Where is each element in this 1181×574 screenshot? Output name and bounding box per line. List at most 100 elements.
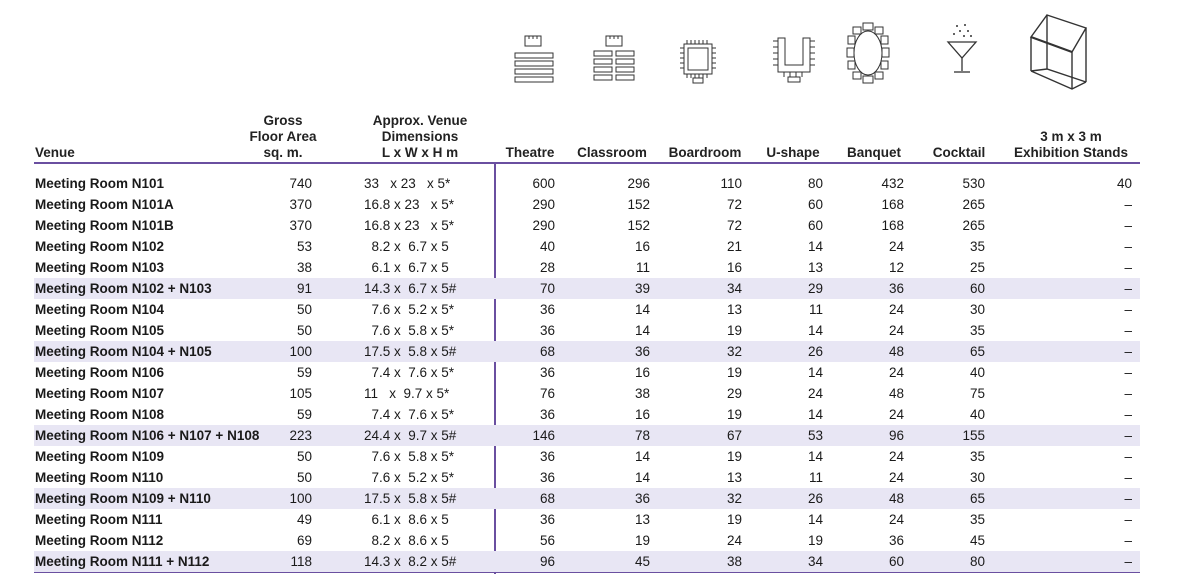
theatre-capacity: 36 — [539, 407, 555, 422]
gross-floor-area: 370 — [289, 197, 312, 212]
venue-name: Meeting Room N108 — [35, 407, 165, 422]
theatre-capacity: 96 — [539, 554, 555, 569]
boardroom-layout-icon — [680, 40, 716, 84]
classroom-capacity: 36 — [634, 344, 650, 359]
classroom-capacity: 19 — [634, 533, 650, 548]
cocktail-capacity: 35 — [969, 239, 985, 254]
dimensions: 11 x 9.7 x 5* — [364, 386, 450, 401]
header-rule — [34, 162, 1140, 164]
table-row: Meeting Room N107 105 11 x 9.7 x 5* 76 38 29 2… — [34, 383, 1140, 404]
header-classroom: Classroom — [577, 145, 647, 160]
boardroom-capacity: 13 — [726, 470, 742, 485]
cocktail-capacity: 35 — [969, 449, 985, 464]
boardroom-capacity: 24 — [726, 533, 742, 548]
exhibition-stands: – — [1124, 470, 1132, 485]
banquet-capacity: 36 — [888, 533, 904, 548]
theatre-capacity: 28 — [539, 260, 555, 275]
table-row: Meeting Room N106 + N107 + N108 223 24.4 x… — [34, 425, 1140, 446]
theatre-capacity: 290 — [532, 197, 555, 212]
u-shape-capacity: 26 — [807, 491, 823, 506]
classroom-capacity: 39 — [634, 281, 650, 296]
cocktail-capacity: 60 — [969, 281, 985, 296]
header-gross-floor-area: Gross Floor Area sq. m. — [249, 113, 317, 160]
venue-name: Meeting Room N106 + N107 + N108 — [35, 428, 260, 443]
gross-floor-area: 100 — [289, 491, 312, 506]
exhibition-stands: – — [1124, 239, 1132, 254]
table-row: Meeting Room N102 + N103 91 14.3 x 6.7 x 5… — [34, 278, 1140, 299]
classroom-capacity: 13 — [634, 512, 650, 527]
banquet-capacity: 24 — [888, 449, 904, 464]
exhibition-stands: – — [1124, 449, 1132, 464]
classroom-layout-icon — [593, 35, 635, 81]
classroom-capacity: 36 — [634, 491, 650, 506]
table-row: Meeting Room N111 + N112 118 14.3 x 8.2 x … — [34, 551, 1140, 572]
classroom-capacity: 78 — [634, 428, 650, 443]
u-shape-capacity: 19 — [807, 533, 823, 548]
column-divider — [494, 164, 496, 574]
header-u-shape: U-shape — [766, 145, 820, 160]
cocktail-capacity: 155 — [962, 428, 985, 443]
cocktail-capacity: 45 — [969, 533, 985, 548]
cocktail-capacity: 35 — [969, 323, 985, 338]
table-row: Meeting Room N101B 370 16.8 x 23 x 5* 290 15… — [34, 215, 1140, 236]
boardroom-capacity: 13 — [726, 302, 742, 317]
header-boardroom: Boardroom — [668, 145, 742, 160]
theatre-capacity: 36 — [539, 365, 555, 380]
venue-name: Meeting Room N104 — [35, 302, 165, 317]
gross-floor-area: 118 — [290, 554, 312, 569]
exhibition-stands: – — [1124, 491, 1132, 506]
gross-floor-area: 50 — [296, 323, 312, 338]
theatre-capacity: 290 — [532, 218, 555, 233]
u-shape-capacity: 26 — [807, 344, 823, 359]
theatre-capacity: 68 — [539, 344, 555, 359]
gross-floor-area: 59 — [296, 407, 312, 422]
classroom-capacity: 16 — [634, 365, 650, 380]
u-shape-capacity: 53 — [807, 428, 823, 443]
dimensions: 16.8 x 23 x 5* — [364, 197, 455, 212]
table-row: Meeting Room N101 740 33 x 23 x 5* 600 296 11… — [34, 173, 1140, 194]
theatre-capacity: 56 — [539, 533, 555, 548]
venue-name: Meeting Room N109 + N110 — [35, 491, 211, 506]
boardroom-capacity: 34 — [726, 281, 742, 296]
u-shape-capacity: 14 — [807, 365, 823, 380]
dimensions: 7.4 x 7.6 x 5* — [364, 407, 455, 422]
dimensions: 24.4 x 9.7 x 5# — [364, 428, 457, 443]
cocktail-capacity: 265 — [962, 218, 985, 233]
exhibition-stands: – — [1124, 533, 1132, 548]
dimensions: 17.5 x 5.8 x 5# — [364, 344, 457, 359]
theatre-capacity: 36 — [539, 449, 555, 464]
boardroom-capacity: 21 — [726, 239, 742, 254]
banquet-capacity: 48 — [888, 386, 904, 401]
u-shape-capacity: 14 — [807, 323, 823, 338]
classroom-capacity: 14 — [634, 470, 650, 485]
exhibition-stands: – — [1124, 323, 1132, 338]
venue-name: Meeting Room N112 — [35, 533, 164, 548]
gross-floor-area: 91 — [296, 281, 312, 296]
table-row: Meeting Room N105 50 7.6 x 5.8 x 5* 36 14 19… — [34, 320, 1140, 341]
exhibition-stands: – — [1124, 365, 1132, 380]
boardroom-capacity: 19 — [726, 323, 742, 338]
theatre-capacity: 36 — [539, 302, 555, 317]
banquet-capacity: 96 — [888, 428, 904, 443]
dimensions: 17.5 x 5.8 x 5# — [364, 491, 457, 506]
classroom-capacity: 152 — [627, 218, 650, 233]
boardroom-capacity: 38 — [726, 554, 742, 569]
boardroom-capacity: 19 — [726, 449, 742, 464]
exhibition-stands: – — [1124, 386, 1132, 401]
boardroom-capacity: 72 — [726, 218, 742, 233]
gross-floor-area: 69 — [296, 533, 312, 548]
table-row: Meeting Room N108 59 7.4 x 7.6 x 5* 36 16 19… — [34, 404, 1140, 425]
u-shape-capacity: 11 — [808, 470, 823, 485]
header-banquet: Banquet — [847, 145, 901, 160]
banquet-capacity: 24 — [888, 365, 904, 380]
dimensions: 8.2 x 8.6 x 5 — [364, 533, 449, 548]
exhibition-stands: 40 — [1116, 176, 1132, 191]
classroom-capacity: 296 — [627, 176, 650, 191]
dimensions: 33 x 23 x 5* — [364, 176, 451, 191]
cocktail-capacity: 75 — [969, 386, 985, 401]
gross-floor-area: 223 — [289, 428, 312, 443]
gross-floor-area: 50 — [296, 302, 312, 317]
cocktail-capacity: 65 — [969, 344, 985, 359]
venue-name: Meeting Room N103 — [35, 260, 165, 275]
exhibition-stands: – — [1124, 281, 1132, 296]
